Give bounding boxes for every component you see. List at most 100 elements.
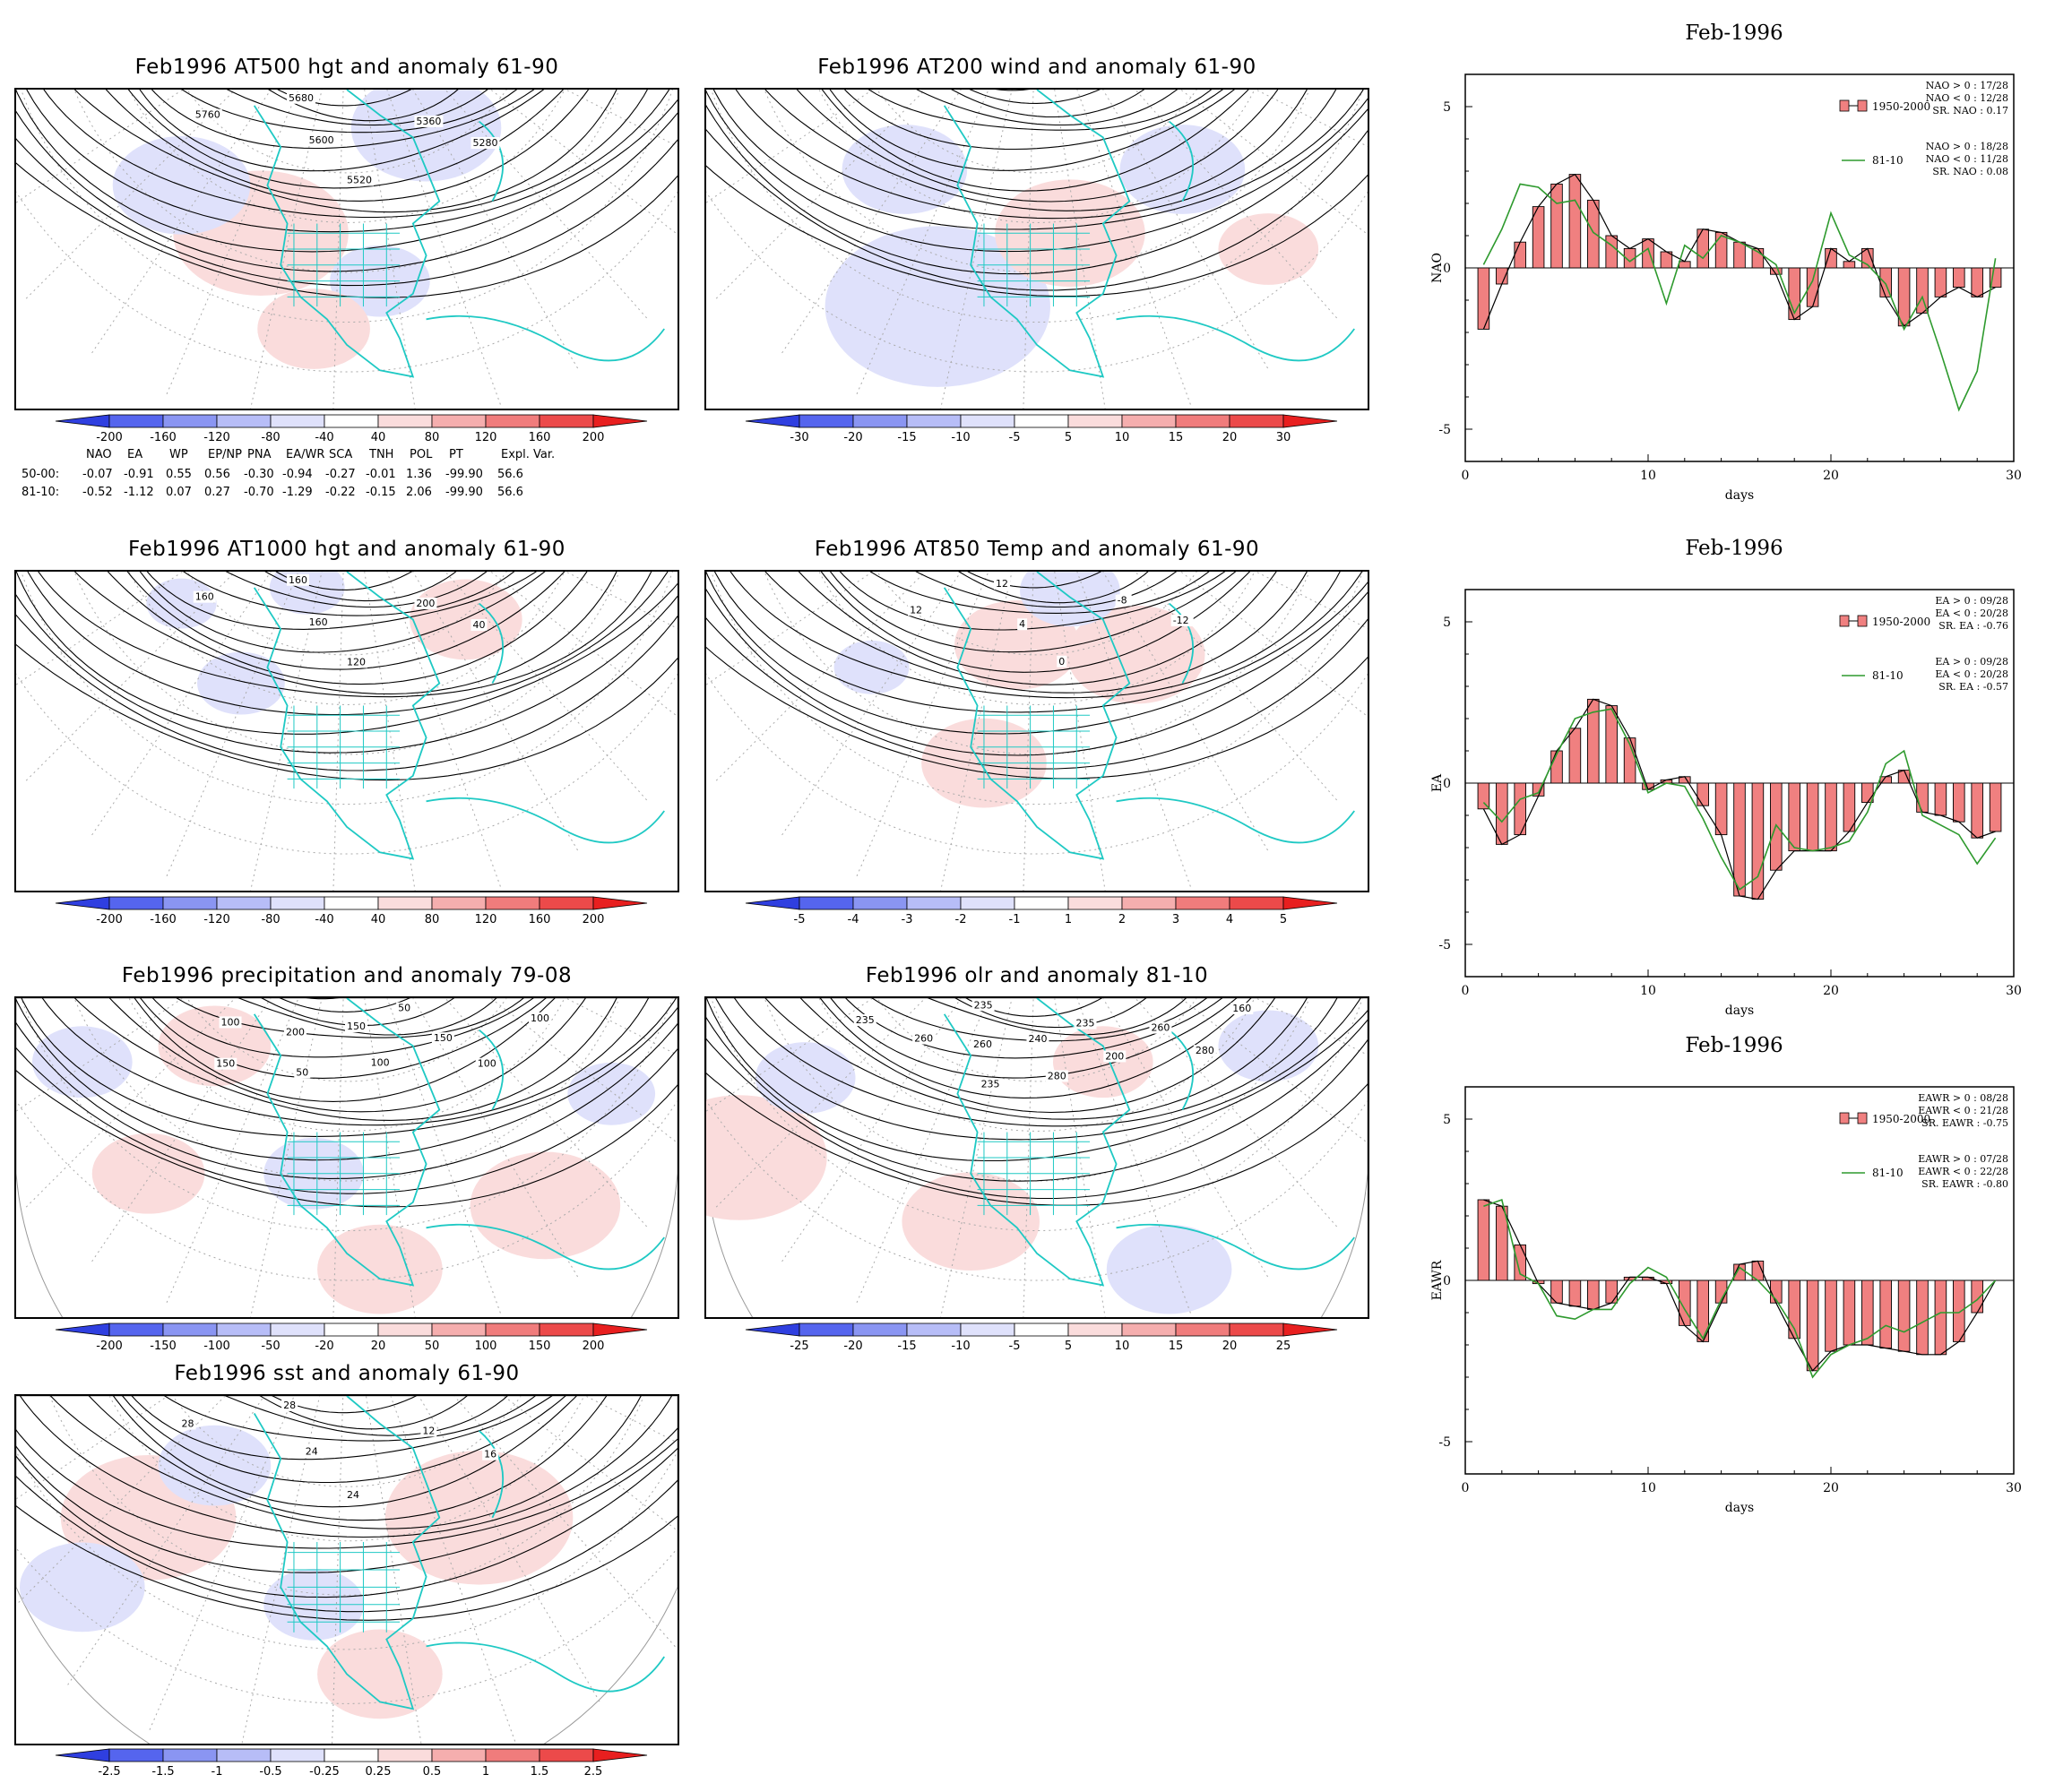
contour-line — [16, 162, 678, 298]
table-header: EA/WR — [286, 448, 325, 461]
coastline — [479, 1430, 504, 1519]
scale-tick-label: 50 — [425, 1340, 440, 1353]
scale-cell — [324, 1322, 379, 1337]
contour-label-bg — [853, 1014, 876, 1027]
anomaly-shading — [706, 1095, 827, 1220]
contour-label-bg — [345, 1021, 367, 1033]
scale-tick-label: 80 — [425, 431, 440, 444]
y-tick-label: -5 — [1438, 423, 1451, 437]
coastline — [479, 120, 504, 202]
contour-label-bg — [1103, 1050, 1127, 1063]
table-header: NAO — [86, 448, 112, 461]
contour-line — [706, 165, 1368, 297]
scale-tick-label: 200 — [583, 913, 605, 926]
x-tick-label: 20 — [1823, 984, 1839, 998]
contour-line — [272, 1396, 418, 1414]
contour-label-bg — [1149, 1021, 1172, 1034]
contour-label-bg — [414, 115, 444, 127]
latitude-circle — [706, 1099, 1368, 1281]
index-bar — [1971, 267, 1983, 297]
scale-cell — [1014, 896, 1069, 910]
contour-label-bg — [306, 134, 336, 147]
contour-label-bg — [912, 1032, 936, 1045]
anomaly-shading — [833, 640, 910, 694]
contour-line — [916, 90, 1178, 126]
scale-tick-label: -15 — [897, 1340, 916, 1353]
scale-tick-label: -0.25 — [309, 1765, 340, 1779]
scale-arrow-right — [1282, 896, 1338, 910]
stats-8110-text: EA > 0 : 09/28 — [1935, 656, 2008, 668]
x-axis-label: days — [1725, 488, 1754, 503]
index-bar — [1679, 261, 1691, 269]
meridian-line — [390, 1396, 516, 1743]
index-bar — [1934, 782, 1947, 816]
table-row-label: 50-00: — [22, 468, 60, 481]
scale-cell — [216, 896, 272, 910]
contour-line — [796, 90, 1279, 202]
stats-1950-text: EAWR < 0 : 21/28 — [1918, 1105, 2008, 1116]
x-tick-label: 0 — [1462, 469, 1470, 483]
y-tick-label: 0 — [1443, 777, 1451, 791]
scale-arrow-right — [1282, 1322, 1338, 1337]
scale-tick-label: -150 — [150, 1340, 177, 1353]
scale-cell — [485, 1322, 540, 1337]
scale-cell — [431, 896, 487, 910]
scale-cell — [162, 414, 218, 428]
index-bar — [1825, 782, 1837, 852]
coastline — [1116, 314, 1355, 362]
contour-line — [121, 1396, 566, 1484]
contour-line — [16, 1447, 678, 1598]
y-axis-label: NAO — [1430, 253, 1445, 283]
contour-label: 280 — [1048, 1070, 1066, 1081]
stats-1950-text: SR. EA : -0.76 — [1938, 620, 2008, 632]
coastline — [426, 314, 665, 362]
contour-line — [107, 572, 588, 685]
contour-line — [16, 643, 678, 781]
table-cell: 56.6 — [497, 468, 523, 481]
contour-label: 0 — [1058, 656, 1065, 668]
index-bar — [1605, 1279, 1618, 1304]
anomaly-shading — [257, 289, 370, 369]
contour-line — [26, 90, 670, 233]
contour-label: 200 — [416, 598, 435, 609]
table-cell: -0.91 — [124, 468, 154, 481]
contour-label: 120 — [347, 656, 366, 668]
legend-bar-label: 1950-2000 — [1872, 616, 1930, 628]
anomaly-shading — [350, 90, 502, 182]
index-bar — [1825, 1279, 1837, 1352]
y-axis-label: EA — [1430, 773, 1445, 792]
contour-label: 28 — [182, 1418, 194, 1430]
table-cell: 0.07 — [166, 486, 192, 499]
contour-label-bg — [420, 1425, 437, 1437]
contour-label: 160 — [1232, 1003, 1251, 1014]
scale-cell — [1067, 414, 1123, 428]
scale-arrow-left — [55, 1748, 110, 1762]
map-plot-area: 16 12 24 24 28 28 — [14, 1394, 679, 1745]
map-panel-at500: Feb1996 AT500 hgt and anomaly 61-90 5280… — [13, 54, 681, 502]
contour-line — [108, 998, 586, 1113]
scale-cell — [108, 414, 164, 428]
contour-line — [951, 90, 1145, 118]
index-bar — [1714, 782, 1728, 836]
scale-cell — [799, 896, 854, 910]
chart-title: Feb-1996 — [1685, 1034, 1783, 1057]
table-cell: 1.36 — [406, 468, 432, 481]
scale-tick-label: -3 — [902, 913, 913, 926]
table-cell: -0.94 — [282, 468, 313, 481]
contour-line — [927, 998, 1187, 1036]
index-bar — [1568, 1279, 1582, 1307]
scale-cell — [270, 414, 325, 428]
scale-tick-label: -160 — [150, 431, 177, 444]
contour-label: 50 — [398, 1003, 410, 1014]
contour-line — [16, 998, 678, 1161]
table-cell: 0.56 — [204, 468, 230, 481]
contour-line — [735, 90, 1337, 220]
contour-line — [706, 646, 1368, 780]
scale-tick-label: -1.5 — [151, 1765, 174, 1779]
map-title: Feb1996 AT850 Temp and anomaly 61-90 — [814, 538, 1260, 561]
map-panel-at200: Feb1996 AT200 wind and anomaly 61-90 -30… — [703, 54, 1371, 448]
contour-line — [224, 1396, 508, 1436]
scale-tick-label: 160 — [529, 431, 551, 444]
contour-line — [88, 1396, 608, 1521]
stats-8110-text: EAWR > 0 : 07/28 — [1918, 1153, 2008, 1165]
